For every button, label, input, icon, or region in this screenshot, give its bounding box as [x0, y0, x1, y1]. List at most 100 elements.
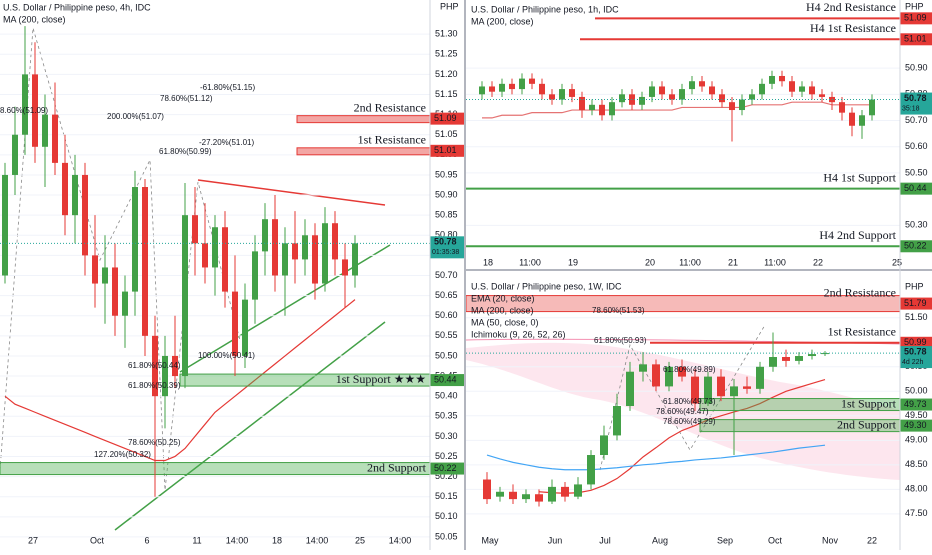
y-tick-label: 50.60 — [435, 310, 458, 320]
level-label: 2nd Resistance — [354, 100, 426, 114]
moving-average — [538, 378, 826, 494]
y-tick-label: 50.65 — [435, 290, 458, 300]
price-tag-label: 50.22 — [434, 463, 457, 473]
y-tick-label: 51.15 — [435, 89, 458, 99]
candle-body — [749, 94, 755, 100]
candle-body — [252, 251, 258, 300]
candle-body — [789, 81, 795, 92]
price-tag-label: 50.78 — [904, 93, 927, 103]
candle-body — [579, 96, 585, 111]
y-tick-label: 50.90 — [435, 189, 458, 199]
x-tick-label: 18 — [483, 257, 493, 267]
candle-body — [539, 83, 545, 95]
fib-wave — [0, 27, 241, 491]
indicator-label: MA (200, close) — [471, 16, 534, 26]
candle-body — [743, 386, 751, 389]
y-tick-label: 50.30 — [435, 431, 458, 441]
candle-body — [859, 115, 865, 126]
y-tick-label: 50.60 — [905, 141, 928, 151]
candle-body — [739, 99, 745, 111]
y-tick-label: 50.70 — [905, 115, 928, 125]
y-tick-label: 51.25 — [435, 49, 458, 59]
price-tag-label: 50.78 — [434, 237, 457, 247]
fib-label: 127.20%(50.32) — [94, 450, 151, 459]
candle-body — [659, 86, 665, 95]
candle-body — [342, 259, 348, 276]
candle-body — [322, 223, 328, 284]
candle-body — [162, 355, 168, 397]
price-tag-label: 50.99 — [904, 337, 927, 347]
y-tick-label: 51.50 — [905, 312, 928, 322]
price-tag — [900, 297, 932, 310]
candle-body — [12, 134, 18, 175]
candle-body — [232, 291, 238, 356]
y-tick-label: 50.05 — [435, 531, 458, 541]
candle-body — [152, 335, 158, 397]
candle-body — [32, 74, 38, 147]
candle-body — [799, 86, 805, 92]
x-tick-label: 21 — [728, 257, 738, 267]
price-tag — [900, 33, 932, 46]
candle-body — [192, 215, 198, 244]
price-tag — [900, 12, 932, 25]
candle-body — [292, 243, 298, 260]
fib-label: 61.80%(50.93) — [594, 336, 647, 345]
level-label: H4 2nd Resistance — [806, 0, 896, 14]
candle-body — [782, 357, 790, 361]
y-tick-label: 50.35 — [435, 411, 458, 421]
candle-body — [626, 371, 634, 407]
candle-body — [704, 376, 712, 404]
x-tick-label: Jul — [599, 535, 611, 545]
support-zone — [0, 462, 431, 476]
level-label: 2nd Support — [367, 460, 427, 474]
price-tag-label: 49.73 — [904, 399, 927, 409]
candle-body — [599, 104, 605, 116]
candle-body — [92, 255, 98, 284]
candle-body — [302, 235, 308, 260]
x-tick-label: 19 — [568, 257, 578, 267]
candle-body — [483, 479, 491, 500]
y-tick-label: 50.20 — [435, 471, 458, 481]
candle-body — [679, 89, 685, 100]
price-tag-label: 50.44 — [904, 183, 927, 193]
y-tick-label: 49.00 — [905, 435, 928, 445]
x-tick-label: 6 — [144, 535, 149, 545]
price-tag-label: 50.44 — [434, 374, 457, 384]
candle-body — [499, 83, 505, 92]
y-tick-label: 48.00 — [905, 484, 928, 494]
fib-label: 61.80%(50.99) — [159, 147, 212, 156]
fib-label: 78.60%(49.29) — [663, 417, 716, 426]
price-tag — [430, 144, 465, 157]
candle-body — [717, 376, 725, 397]
candle-body — [182, 215, 188, 377]
resistance-zone — [296, 115, 431, 124]
candle-body — [272, 219, 278, 276]
y-tick-label: 50.70 — [435, 270, 458, 280]
level-label: 1st Support ★★★ — [336, 372, 426, 386]
candle-body — [730, 386, 738, 397]
x-tick-label: 18 — [272, 535, 282, 545]
price-tag — [430, 236, 465, 259]
x-tick-label: 11:00 — [764, 257, 786, 267]
candle-body — [665, 366, 673, 387]
price-tag — [430, 112, 465, 125]
price-timer: 35:18 — [902, 105, 920, 112]
x-tick-label: Oct — [768, 535, 783, 545]
fib-label: 61.80%(50.44) — [128, 361, 181, 370]
candle-body — [756, 366, 764, 389]
x-tick-label: 11:00 — [679, 257, 701, 267]
x-tick-label: 27 — [28, 535, 38, 545]
candle-body — [122, 291, 128, 316]
candle-body — [809, 86, 815, 95]
y-tick-label: 50.30 — [905, 220, 928, 230]
candle-body — [496, 491, 504, 497]
price-tag — [900, 346, 932, 369]
y-tick-label: 50.85 — [435, 210, 458, 220]
candle-body — [600, 435, 608, 456]
fib-label: 78.60%(50.25) — [128, 438, 181, 447]
y-tick-label: 51.05 — [435, 129, 458, 139]
candle-body — [561, 486, 569, 497]
level-label: 1st Support — [841, 396, 897, 410]
candle-body — [649, 86, 655, 97]
